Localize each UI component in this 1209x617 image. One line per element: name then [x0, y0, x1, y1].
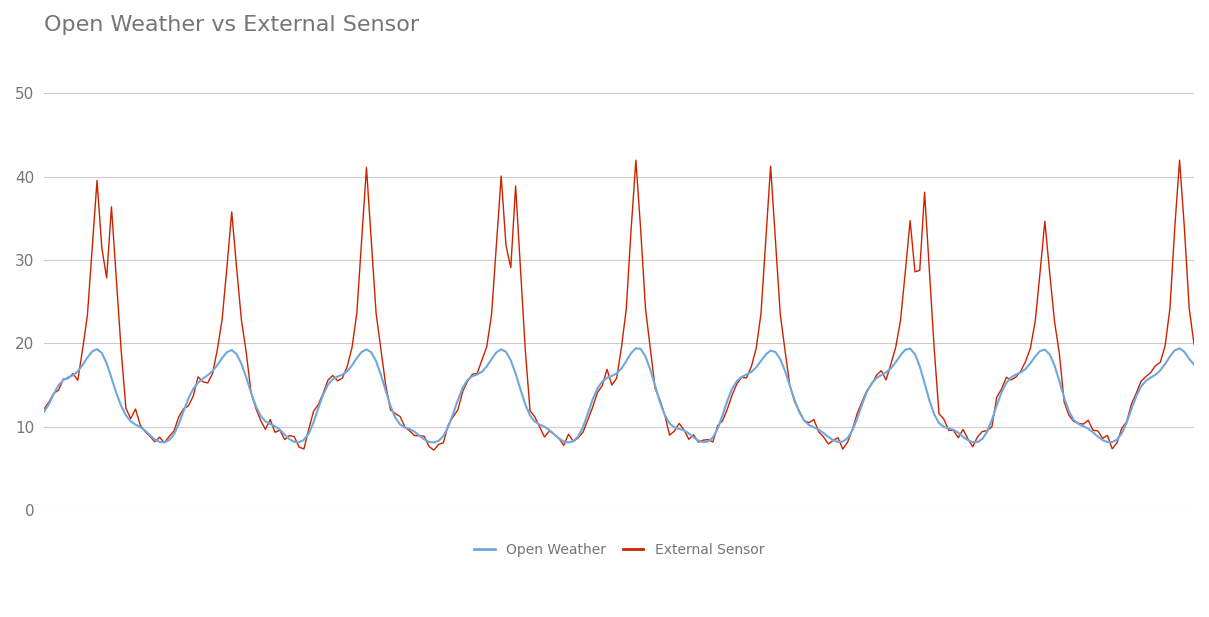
- Text: Open Weather vs External Sensor: Open Weather vs External Sensor: [44, 15, 420, 35]
- Legend: Open Weather, External Sensor: Open Weather, External Sensor: [468, 537, 770, 563]
